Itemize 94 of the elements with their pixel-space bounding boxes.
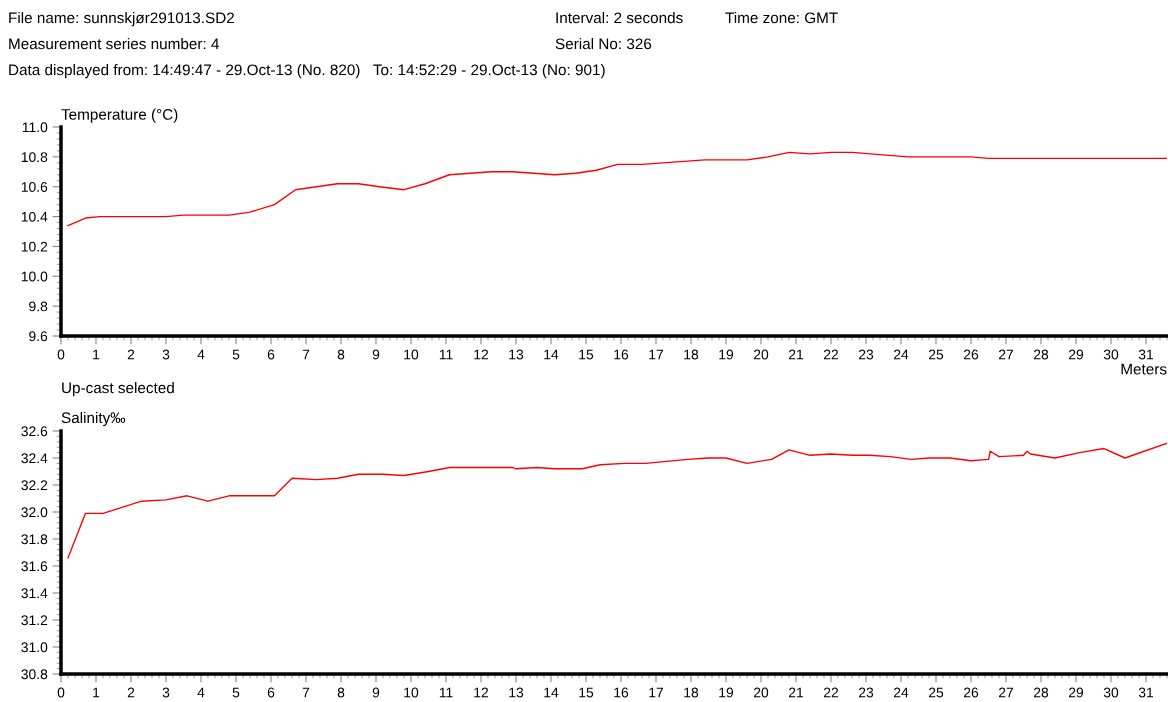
x-tick-label: 20 (753, 349, 769, 360)
x-tick-label: 7 (302, 349, 310, 360)
x-tick-label: 4 (197, 349, 205, 360)
y-tick-label: 32.4 (21, 453, 48, 464)
x-tick-label: 28 (1033, 687, 1049, 698)
x-tick-label: 11 (439, 687, 453, 698)
x-tick-label: 13 (509, 349, 524, 360)
x-tick-label: 17 (649, 349, 664, 360)
text: Time zone: GMT (725, 12, 838, 24)
x-tick-label: 16 (614, 687, 629, 698)
x-tick-label: 18 (684, 349, 699, 360)
text: File name: sunnskjør291013.SD2 (9, 12, 234, 27)
y-tick-label: 32.6 (21, 426, 48, 437)
x-tick-label: 8 (337, 349, 345, 360)
line-series (67, 442, 1167, 559)
y-tick-label: 32.0 (21, 507, 48, 518)
line-series (67, 151, 1167, 227)
x-tick-label: 21 (788, 687, 804, 698)
x-tick-label: 22 (823, 349, 839, 360)
x-tick-label: 24 (893, 687, 909, 698)
y-tick-label: 30.8 (21, 669, 48, 680)
x-tick-label: 3 (162, 687, 170, 698)
x-tick-label: 20 (753, 687, 769, 698)
x-tick-label: 17 (649, 687, 664, 698)
text: Interval: 2 seconds (556, 12, 683, 24)
x-tick-label: 19 (719, 687, 734, 698)
x-tick-label: 28 (1033, 349, 1049, 360)
x-tick-label: 8 (337, 687, 345, 698)
y-tick-label: 31.8 (21, 534, 48, 545)
x-tick-label: 30 (1103, 349, 1119, 360)
x-tick-label: 14 (544, 687, 559, 698)
x-tick-label: 15 (579, 687, 594, 698)
x-tick-label: 19 (719, 349, 734, 360)
x-tick-label: 7 (302, 687, 310, 698)
y-tick-label: 9.8 (29, 301, 48, 312)
y-tick-label: 31.4 (21, 588, 48, 599)
text: Serial No: 326 (555, 38, 652, 50)
x-tick-label: 6 (267, 687, 275, 698)
x-tick-label: 1 (93, 349, 100, 360)
x-tick-label: 10 (404, 687, 419, 698)
text: Data displayed from: 14:49:47 - 29.Oct-13 (No. 820) To: 14:52:29 - 29.Oct-13 (No: 901) (9, 64, 605, 79)
x-tick-label: 27 (998, 349, 1014, 360)
y-tick-label: 32.2 (21, 480, 48, 491)
y-tick-label: 10.4 (21, 211, 48, 222)
y-axis-title: Salinity‰ (61, 411, 126, 427)
x-tick-label: 0 (57, 687, 65, 698)
x-tick-label: 3 (162, 349, 170, 360)
x-tick-label: 26 (963, 349, 979, 360)
y-tick-label: 10.8 (21, 152, 48, 163)
x-tick-label: 13 (509, 687, 524, 698)
y-tick-label: 9.6 (29, 331, 48, 342)
x-tick-label: 15 (579, 349, 594, 360)
x-tick-label: 29 (1068, 349, 1084, 360)
x-tick-label: 6 (267, 349, 275, 360)
text: Measurement series number: 4 (9, 38, 219, 50)
x-tick-label: 23 (858, 687, 874, 698)
x-tick-label: 18 (684, 687, 699, 698)
x-tick-label: 31 (1138, 349, 1154, 360)
y-tick-label: 10.0 (21, 271, 48, 282)
x-tick-label: 22 (823, 687, 839, 698)
y-tick-label: 10.2 (21, 241, 48, 252)
x-tick-label: 12 (474, 687, 489, 698)
x-tick-label: 2 (127, 687, 135, 698)
x-tick-label: 9 (372, 687, 380, 698)
x-tick-label: 23 (858, 349, 874, 360)
x-tick-label: 31 (1138, 687, 1154, 698)
x-tick-label: 5 (232, 687, 240, 698)
x-tick-label: 14 (544, 349, 559, 360)
x-tick-label: 25 (928, 349, 944, 360)
x-tick-label: 26 (963, 687, 979, 698)
x-tick-label: 21 (788, 349, 804, 360)
y-tick-label: 10.6 (21, 182, 48, 192)
x-tick-label: 11 (439, 349, 453, 360)
y-axis-title: Temperature (°C) (61, 108, 178, 123)
x-tick-label: 0 (57, 349, 65, 360)
x-tick-label: 5 (232, 349, 240, 360)
x-tick-label: 1 (93, 687, 100, 698)
x-tick-label: 30 (1103, 687, 1119, 698)
x-tick-label: 29 (1068, 687, 1084, 698)
y-tick-label: 11.0 (22, 122, 48, 133)
y-tick-label: 31.2 (21, 615, 48, 626)
x-axis-title: Meters (1121, 363, 1167, 375)
x-tick-label: 24 (893, 349, 909, 360)
x-tick-label: 4 (197, 687, 205, 698)
x-tick-label: 25 (928, 687, 944, 698)
text: Up-cast selected (62, 382, 174, 397)
x-tick-label: 16 (614, 349, 629, 360)
x-tick-label: 27 (998, 687, 1014, 698)
y-tick-label: 31.0 (21, 642, 48, 653)
x-tick-label: 9 (372, 349, 380, 360)
y-tick-label: 31.6 (21, 561, 48, 572)
x-tick-label: 10 (404, 349, 419, 360)
x-tick-label: 12 (474, 349, 489, 360)
x-tick-label: 2 (127, 349, 135, 360)
